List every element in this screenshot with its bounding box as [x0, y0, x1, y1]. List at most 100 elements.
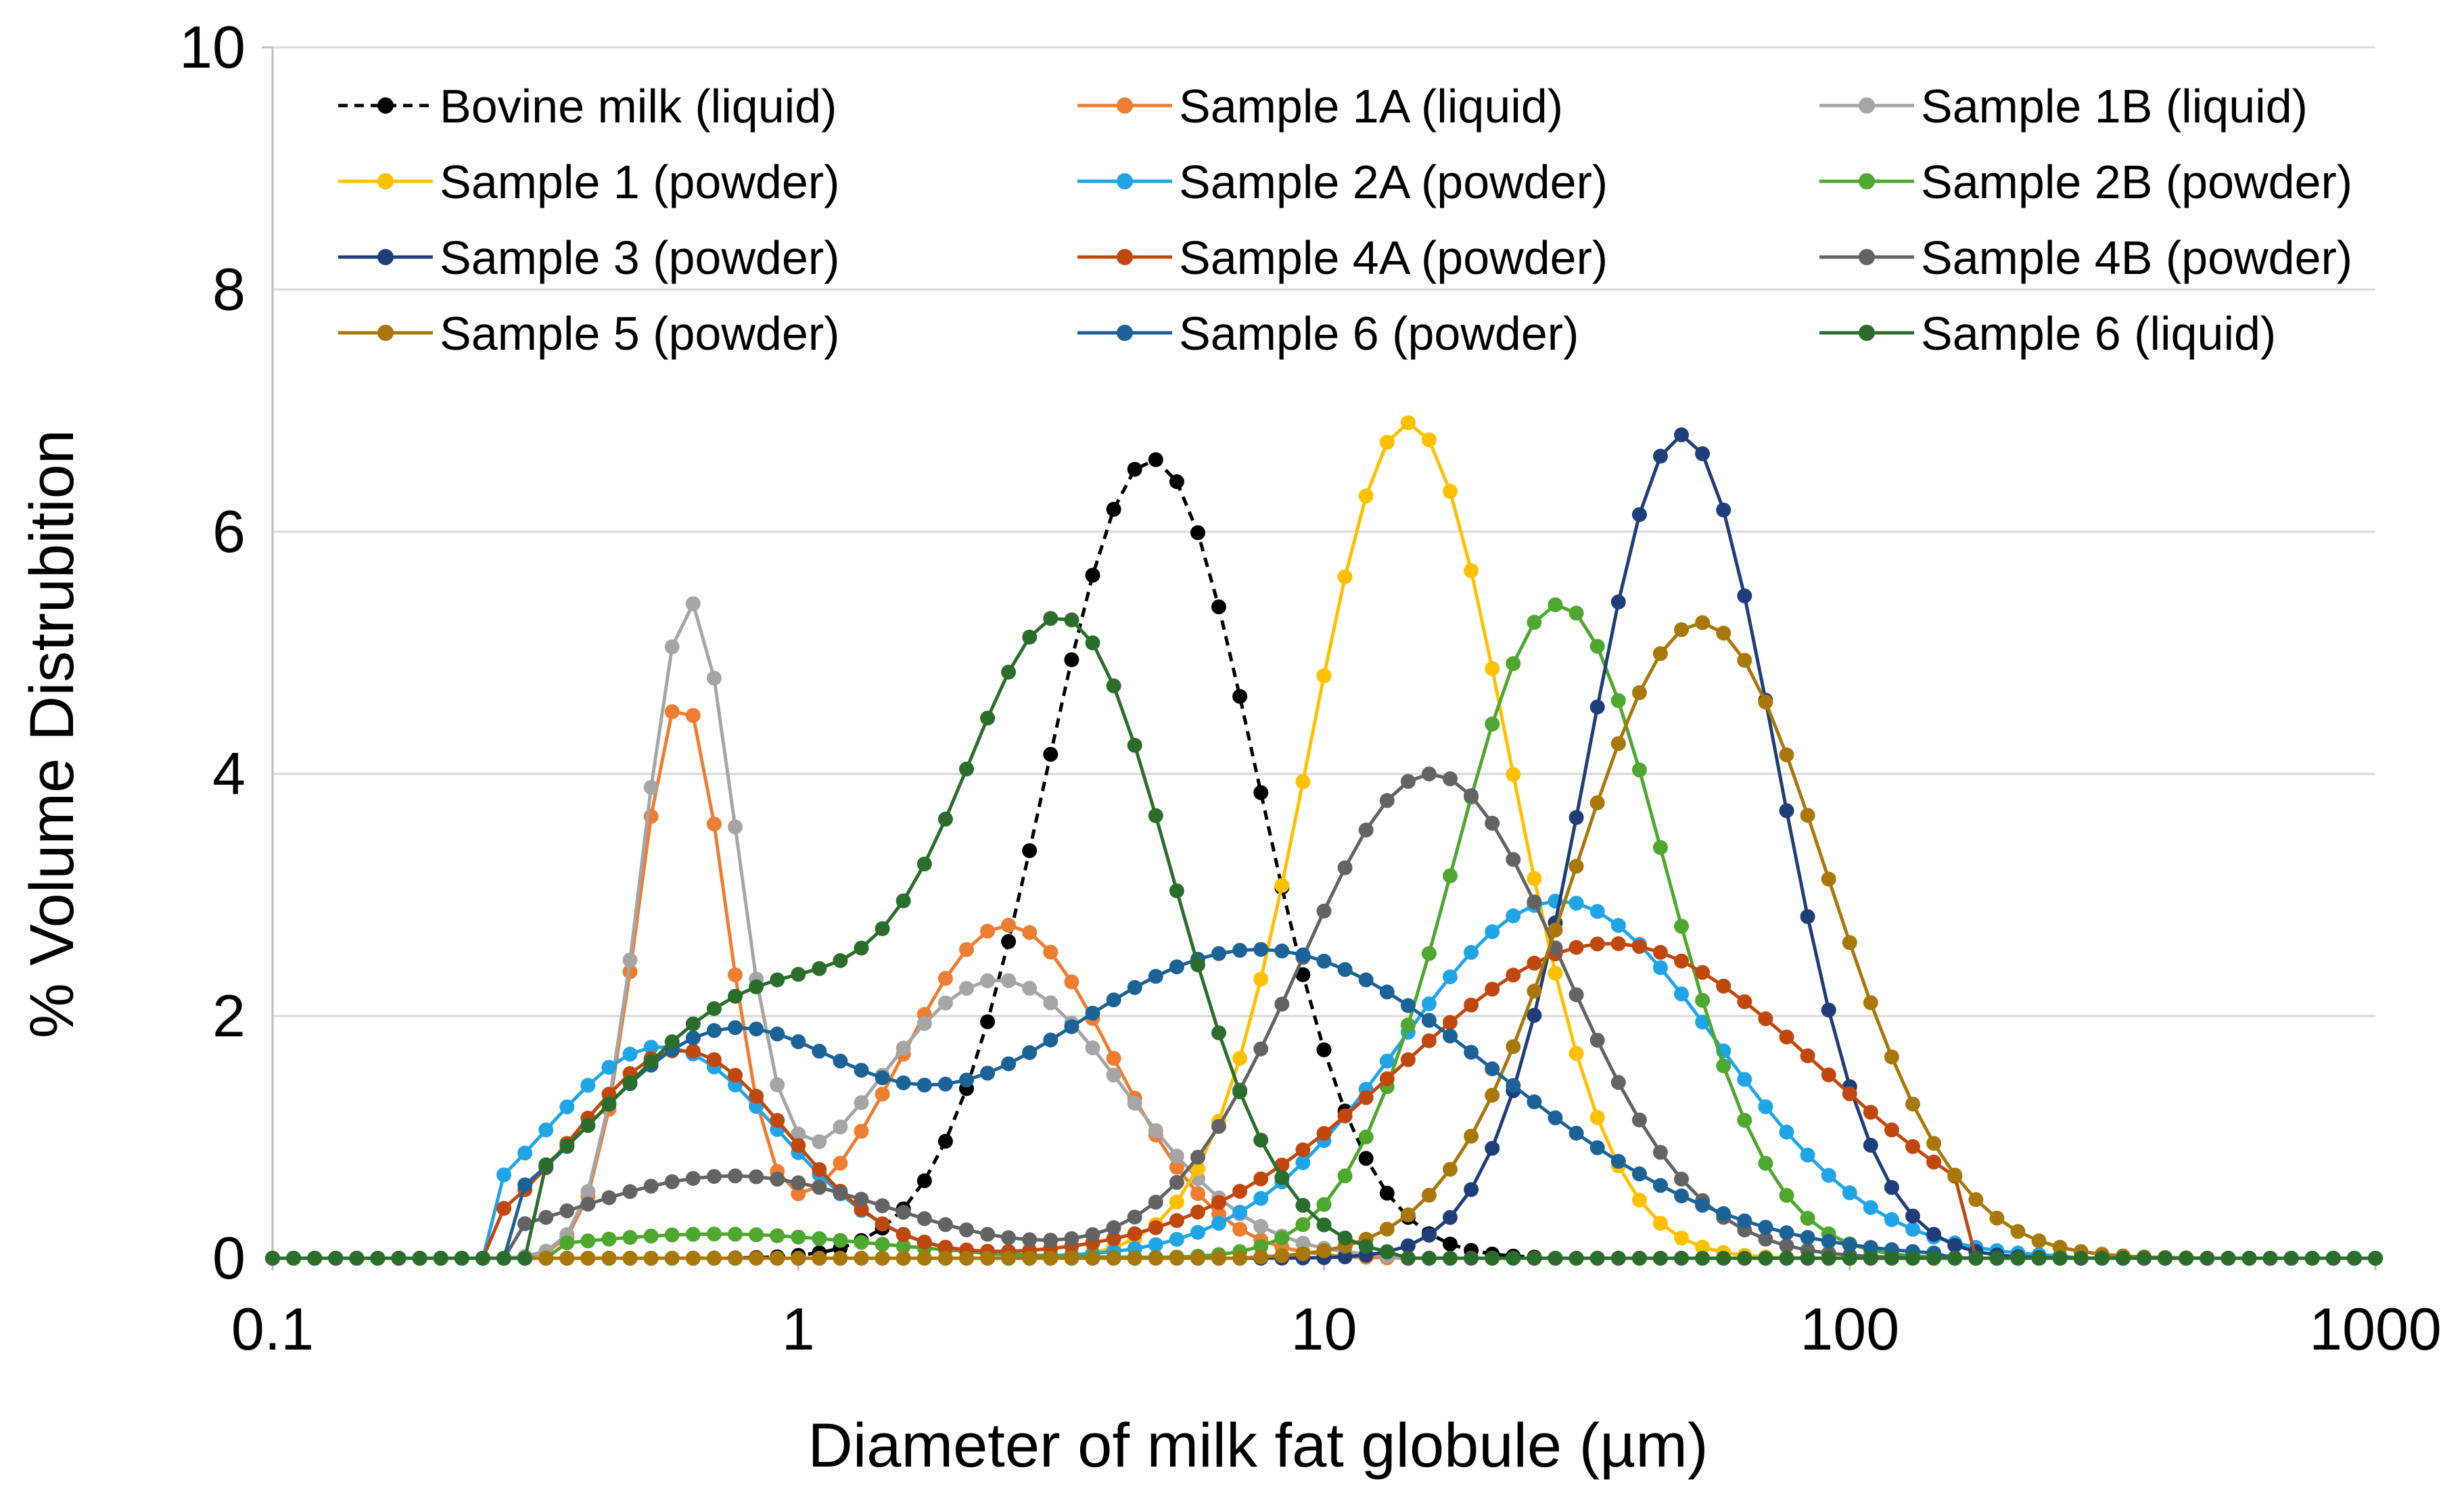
data-point — [1464, 1251, 1479, 1266]
data-point — [1821, 1067, 1836, 1082]
data-point — [1506, 1078, 1521, 1093]
data-point — [980, 1251, 996, 1266]
data-point — [1169, 1251, 1184, 1266]
data-point — [1695, 965, 1711, 980]
data-point — [1863, 1200, 1878, 1216]
data-point — [706, 1226, 722, 1242]
data-point — [1379, 1053, 1395, 1069]
data-point — [1464, 1044, 1479, 1060]
legend-swatch-marker — [377, 97, 394, 114]
data-point — [1400, 998, 1416, 1013]
data-point — [770, 1077, 785, 1092]
data-point — [1169, 959, 1184, 975]
data-point — [1148, 808, 1163, 823]
data-point — [1148, 1195, 1163, 1210]
data-point — [1589, 1140, 1605, 1155]
data-point — [1169, 1232, 1184, 1247]
data-point — [1358, 1090, 1374, 1105]
data-point — [959, 981, 974, 996]
data-point — [1169, 1213, 1184, 1228]
data-point — [1568, 940, 1584, 955]
data-point — [1863, 995, 1878, 1011]
data-point — [2115, 1251, 2131, 1266]
legend: Bovine milk (liquid) Sample 1A (liquid) Sa… — [338, 80, 2352, 360]
legend-swatch-marker — [1117, 325, 1133, 341]
data-point — [517, 1145, 533, 1161]
data-point — [1800, 808, 1815, 823]
data-point — [1232, 1222, 1248, 1237]
data-point — [749, 1169, 764, 1184]
data-point — [1821, 1168, 1836, 1183]
data-point — [1337, 860, 1353, 875]
data-point — [1989, 1210, 2005, 1226]
data-point — [559, 1251, 575, 1266]
data-point — [937, 971, 953, 986]
data-point — [1337, 1230, 1353, 1246]
data-point — [1652, 448, 1668, 464]
data-point — [643, 1228, 659, 1244]
data-point — [1989, 1251, 2005, 1266]
legend-entry: Sample 1B (liquid) — [1819, 80, 2308, 133]
data-point — [1737, 1072, 1752, 1087]
legend-label: Bovine milk (liquid) — [440, 80, 837, 133]
data-point — [685, 1043, 701, 1059]
data-point — [1379, 793, 1395, 808]
data-point — [1485, 815, 1500, 831]
data-point — [1652, 1251, 1668, 1266]
data-point — [980, 1065, 996, 1081]
data-point — [1443, 1028, 1458, 1044]
data-point — [1568, 1251, 1584, 1266]
data-point — [1631, 1251, 1647, 1266]
data-point — [1695, 992, 1711, 1008]
data-point — [875, 1070, 890, 1086]
data-point — [896, 893, 911, 908]
data-point — [2179, 1251, 2194, 1266]
data-point — [1652, 1216, 1668, 1231]
x-tick-label: 10 — [1291, 1295, 1357, 1362]
data-point — [622, 1046, 638, 1062]
data-point — [959, 1222, 974, 1238]
data-point — [580, 1233, 596, 1249]
data-point — [496, 1201, 511, 1216]
data-point — [1295, 1217, 1311, 1233]
data-point — [1779, 1124, 1794, 1140]
data-point — [1421, 766, 1437, 782]
data-point — [770, 1251, 785, 1266]
data-point — [1779, 803, 1794, 819]
data-point — [980, 973, 996, 988]
data-point — [1337, 962, 1353, 978]
data-point — [1043, 995, 1059, 1011]
data-point — [559, 1138, 575, 1153]
data-point — [1274, 1170, 1290, 1185]
data-point — [1821, 1003, 1836, 1018]
data-point — [1022, 1232, 1038, 1247]
data-point — [1926, 1136, 1942, 1151]
data-point — [2010, 1224, 2026, 1239]
data-point — [1568, 987, 1584, 1003]
data-point — [1884, 1251, 1899, 1266]
legend-label: Sample 6 (powder) — [1179, 307, 1579, 360]
data-point — [1443, 868, 1458, 883]
data-point — [1253, 785, 1269, 800]
data-point — [1758, 1220, 1773, 1235]
data-point — [1190, 1186, 1205, 1201]
data-point — [1968, 1192, 1984, 1208]
data-point — [475, 1251, 490, 1266]
data-point — [1631, 1166, 1647, 1182]
data-point — [1316, 1217, 1332, 1233]
data-point — [1905, 1138, 1920, 1154]
data-point — [1253, 1239, 1269, 1254]
data-point — [622, 1230, 638, 1245]
data-point — [791, 1126, 806, 1142]
data-point — [1400, 1017, 1416, 1033]
data-point — [1527, 894, 1542, 910]
data-point — [1421, 1013, 1437, 1028]
data-point — [1443, 1251, 1458, 1266]
data-point — [1253, 1249, 1269, 1264]
data-point — [791, 1251, 806, 1266]
data-point — [664, 1034, 680, 1049]
data-point — [1821, 871, 1836, 887]
data-point — [622, 1251, 638, 1266]
data-point — [980, 1014, 996, 1030]
